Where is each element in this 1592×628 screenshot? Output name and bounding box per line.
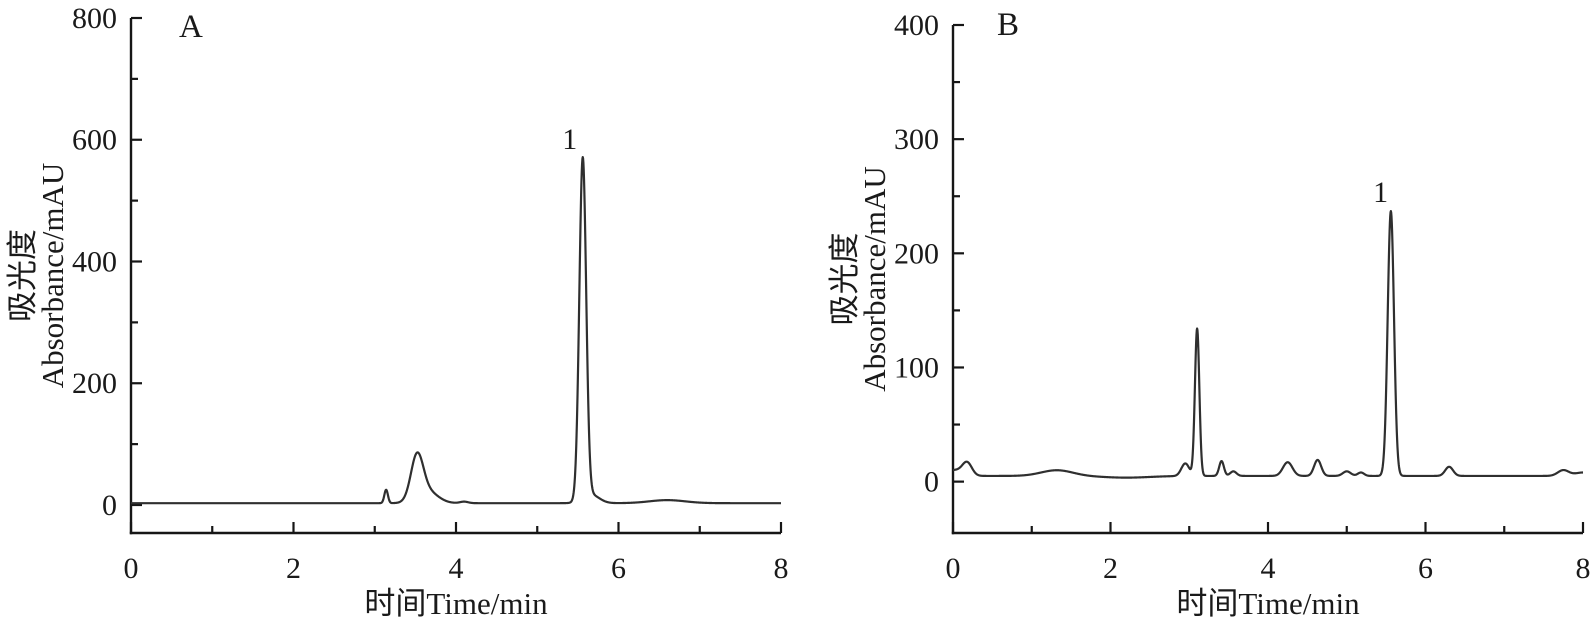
x-tick-label: 2 bbox=[1103, 552, 1118, 585]
panel-letter: B bbox=[997, 7, 1019, 43]
y-tick-label: 400 bbox=[72, 245, 117, 278]
y-axis-title-cn: 吸光度 bbox=[5, 229, 40, 322]
panel-b: 0 100 200 300 400 0 2 4 6 8 时间Time/min 吸光度Absorbanc… bbox=[827, 7, 1591, 621]
x-tick-label: 8 bbox=[1576, 552, 1591, 585]
y-tick-label: 600 bbox=[72, 124, 117, 157]
chromatogram-trace bbox=[952, 209, 1584, 479]
y-tick-label: 800 bbox=[72, 2, 117, 35]
x-axis-title: 时间Time/min bbox=[1176, 586, 1360, 621]
peak-annotation: 1 bbox=[562, 123, 577, 156]
x-tick-label: 4 bbox=[449, 552, 464, 585]
x-tick-label: 4 bbox=[1261, 552, 1276, 585]
y-axis-title-cn: 吸光度 bbox=[827, 233, 862, 326]
x-tick-label: 0 bbox=[124, 552, 139, 585]
x-tick-label: 0 bbox=[946, 552, 961, 585]
panel-a: 0 200 400 600 800 0 2 4 6 8 时间Time/min 吸光度Absorbanc… bbox=[5, 2, 789, 621]
x-tick-label: 6 bbox=[1418, 552, 1433, 585]
panel-letter: A bbox=[179, 9, 203, 45]
y-tick-label: 100 bbox=[894, 351, 939, 384]
y-tick-label: 0 bbox=[924, 466, 939, 499]
chromatogram-trace bbox=[130, 156, 782, 505]
y-axis-title-en: Absorbance/mAU bbox=[857, 166, 892, 392]
y-axis-title-en: Absorbance/mAU bbox=[35, 163, 70, 389]
x-tick-label: 2 bbox=[286, 552, 301, 585]
x-axis-title: 时间Time/min bbox=[364, 586, 548, 621]
x-tick-label: 6 bbox=[611, 552, 626, 585]
peak-annotation: 1 bbox=[1373, 176, 1388, 209]
y-tick-label: 200 bbox=[72, 367, 117, 400]
y-tick-label: 400 bbox=[894, 9, 939, 42]
y-tick-label: 0 bbox=[102, 489, 117, 522]
y-tick-label: 200 bbox=[894, 237, 939, 270]
y-tick-label: 300 bbox=[894, 123, 939, 156]
x-tick-label: 8 bbox=[774, 552, 789, 585]
